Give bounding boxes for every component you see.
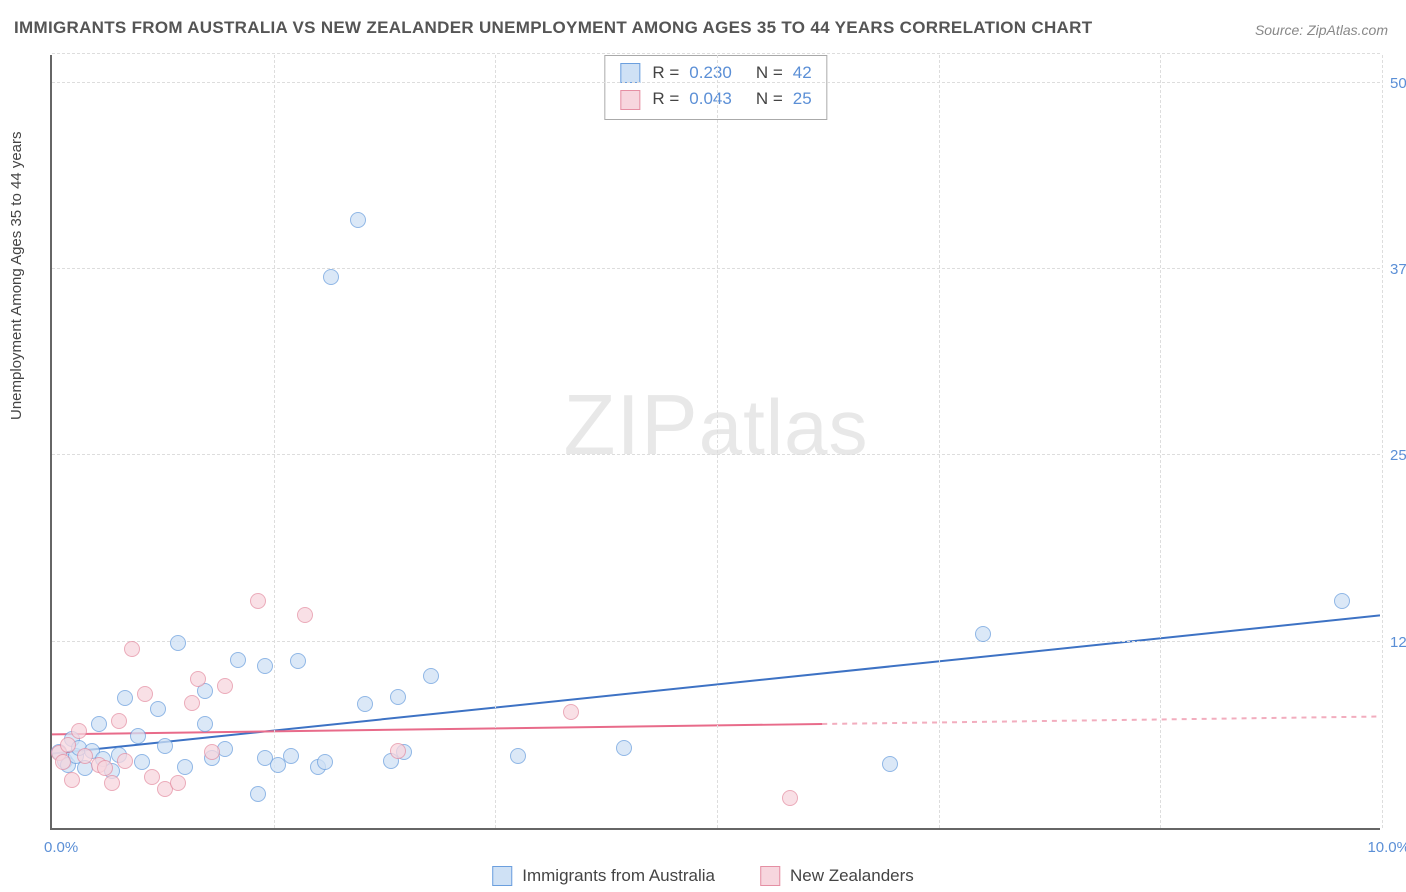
- grid-line-horizontal: [52, 268, 1380, 269]
- legend-item-nz: New Zealanders: [760, 866, 914, 886]
- scatter-point-nz: [170, 775, 186, 791]
- legend-stat-row-nz: R = 0.043 N = 25: [620, 86, 811, 112]
- scatter-point-nz: [563, 704, 579, 720]
- grid-line-horizontal: [52, 53, 1380, 54]
- y-tick-label: 12.5%: [1390, 634, 1406, 651]
- scatter-point-nz: [250, 593, 266, 609]
- scatter-point-nz: [104, 775, 120, 791]
- trend-line-aus: [52, 615, 1380, 753]
- grid-line-vertical: [274, 55, 275, 828]
- y-tick-label: 25.0%: [1390, 447, 1406, 464]
- scatter-point-aus: [250, 786, 266, 802]
- scatter-point-aus: [975, 626, 991, 642]
- source-label: Source:: [1255, 22, 1307, 38]
- scatter-point-nz: [137, 686, 153, 702]
- r-value: 0.043: [689, 86, 732, 112]
- scatter-point-aus: [150, 701, 166, 717]
- scatter-point-nz: [782, 790, 798, 806]
- scatter-point-nz: [297, 607, 313, 623]
- y-tick-label: 37.5%: [1390, 261, 1406, 278]
- y-axis-label: Unemployment Among Ages 35 to 44 years: [8, 131, 25, 420]
- legend-swatch-aus: [620, 63, 640, 83]
- legend-label-nz: New Zealanders: [790, 866, 914, 886]
- watermark: ZIPatlas: [564, 377, 869, 475]
- scatter-point-aus: [177, 759, 193, 775]
- scatter-point-nz: [60, 737, 76, 753]
- grid-line-vertical: [1160, 55, 1161, 828]
- scatter-point-nz: [190, 671, 206, 687]
- source-attribution: Source: ZipAtlas.com: [1255, 22, 1388, 38]
- x-tick-label: 10.0%: [1367, 839, 1406, 856]
- scatter-point-nz: [111, 713, 127, 729]
- scatter-point-aus: [290, 653, 306, 669]
- n-value: 25: [793, 86, 812, 112]
- trend-line-nz: [52, 724, 822, 734]
- legend-item-aus: Immigrants from Australia: [492, 866, 715, 886]
- grid-line-horizontal: [52, 641, 1380, 642]
- scatter-point-aus: [882, 756, 898, 772]
- r-label: R =: [652, 86, 679, 112]
- scatter-point-aus: [357, 696, 373, 712]
- legend-swatch-aus: [492, 866, 512, 886]
- grid-line-vertical: [939, 55, 940, 828]
- plot-area: ZIPatlas R = 0.230N = 42R = 0.043N = 25 …: [50, 55, 1380, 830]
- scatter-point-aus: [510, 748, 526, 764]
- grid-line-horizontal: [52, 454, 1380, 455]
- scatter-point-aus: [157, 738, 173, 754]
- n-label: N =: [756, 86, 783, 112]
- grid-line-vertical: [717, 55, 718, 828]
- legend-statistics: R = 0.230N = 42R = 0.043N = 25: [604, 55, 827, 120]
- scatter-point-nz: [184, 695, 200, 711]
- scatter-point-nz: [64, 772, 80, 788]
- scatter-point-aus: [350, 212, 366, 228]
- scatter-point-aus: [91, 716, 107, 732]
- scatter-point-aus: [283, 748, 299, 764]
- y-tick-label: 50.0%: [1390, 75, 1406, 92]
- scatter-point-aus: [423, 668, 439, 684]
- watermark-zip: ZIP: [564, 378, 699, 473]
- scatter-point-aus: [134, 754, 150, 770]
- scatter-point-nz: [390, 743, 406, 759]
- scatter-point-nz: [117, 753, 133, 769]
- chart-title: IMMIGRANTS FROM AUSTRALIA VS NEW ZEALAND…: [14, 18, 1092, 38]
- scatter-point-aus: [390, 689, 406, 705]
- scatter-point-aus: [257, 658, 273, 674]
- scatter-point-nz: [144, 769, 160, 785]
- scatter-point-nz: [71, 723, 87, 739]
- scatter-point-aus: [317, 754, 333, 770]
- trend-lines: [52, 55, 1380, 828]
- trend-line-nz-dashed: [822, 717, 1380, 724]
- legend-swatch-nz: [620, 90, 640, 110]
- scatter-point-aus: [170, 635, 186, 651]
- legend-series: Immigrants from Australia New Zealanders: [492, 866, 914, 886]
- scatter-point-nz: [217, 678, 233, 694]
- scatter-point-nz: [97, 760, 113, 776]
- scatter-point-aus: [117, 690, 133, 706]
- scatter-point-aus: [323, 269, 339, 285]
- legend-label-aus: Immigrants from Australia: [522, 866, 715, 886]
- scatter-point-aus: [1334, 593, 1350, 609]
- grid-line-vertical: [1382, 55, 1383, 828]
- scatter-point-nz: [204, 744, 220, 760]
- scatter-point-aus: [130, 728, 146, 744]
- scatter-point-aus: [616, 740, 632, 756]
- x-tick-label: 0.0%: [44, 839, 78, 856]
- scatter-point-aus: [230, 652, 246, 668]
- legend-swatch-nz: [760, 866, 780, 886]
- grid-line-vertical: [495, 55, 496, 828]
- scatter-point-aus: [197, 716, 213, 732]
- source-site: ZipAtlas.com: [1307, 22, 1388, 38]
- scatter-point-nz: [124, 641, 140, 657]
- scatter-point-nz: [55, 754, 71, 770]
- grid-line-horizontal: [52, 82, 1380, 83]
- watermark-atlas: atlas: [699, 383, 869, 471]
